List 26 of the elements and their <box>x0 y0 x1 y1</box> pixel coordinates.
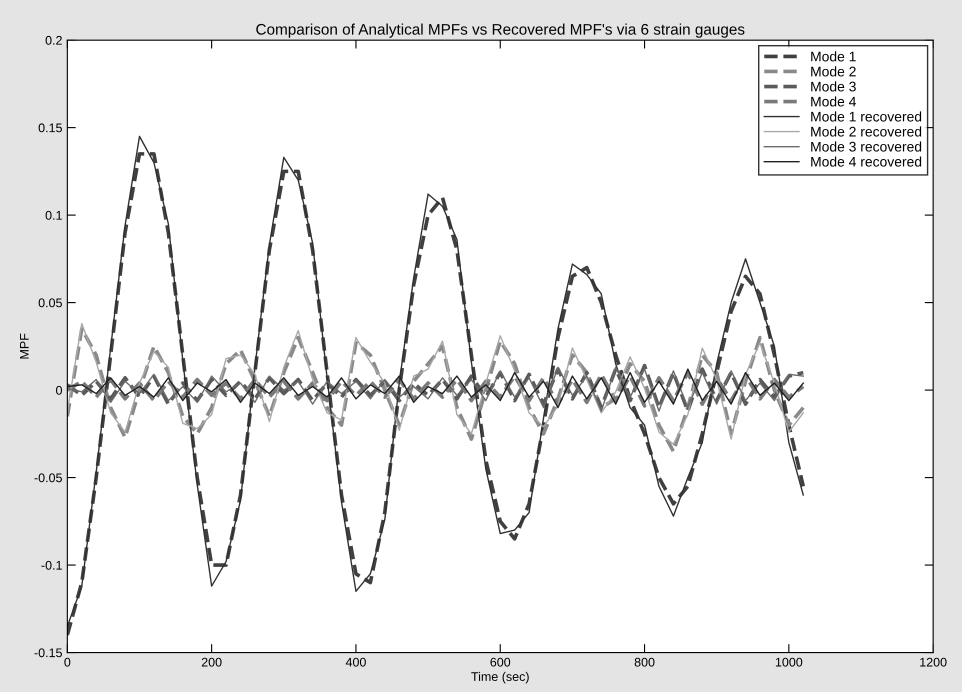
x-tick-label: 1000 <box>776 658 802 667</box>
x-tick-label: 1200 <box>920 658 947 667</box>
chart-title: Comparison of Analytical MPFs vs Recovered MPF's via 6 strain gauges <box>256 24 744 38</box>
legend-label: Mode 4 <box>811 96 856 107</box>
y-axis-title: MPF <box>20 334 29 359</box>
legend-label: Mode 4 recovered <box>811 156 922 167</box>
legend-label: Mode 2 recovered <box>811 126 922 137</box>
y-tick-label: 0.1 <box>46 210 62 220</box>
y-tick-label: -0.15 <box>34 648 62 658</box>
y-tick-label: 0.05 <box>38 298 62 308</box>
legend-label: Mode 1 recovered <box>811 111 922 122</box>
x-tick-label: 600 <box>490 658 510 667</box>
legend-label: Mode 2 <box>811 66 856 76</box>
x-axis-title: Time (sec) <box>471 672 529 684</box>
legend-label: Mode 3 recovered <box>811 141 922 152</box>
x-tick-label: 0 <box>64 658 70 667</box>
y-tick-label: 0.2 <box>46 36 62 45</box>
x-tick-label: 800 <box>634 658 654 667</box>
y-tick-label: 0.15 <box>38 123 62 132</box>
legend-label: Mode 1 <box>811 51 856 62</box>
y-tick-label: 0 <box>56 386 62 395</box>
y-tick-label: -0.1 <box>41 560 62 570</box>
legend-label: Mode 3 <box>811 81 856 92</box>
y-tick-label: -0.05 <box>34 473 62 482</box>
x-tick-label: 200 <box>202 658 222 667</box>
x-tick-label: 400 <box>346 658 366 667</box>
